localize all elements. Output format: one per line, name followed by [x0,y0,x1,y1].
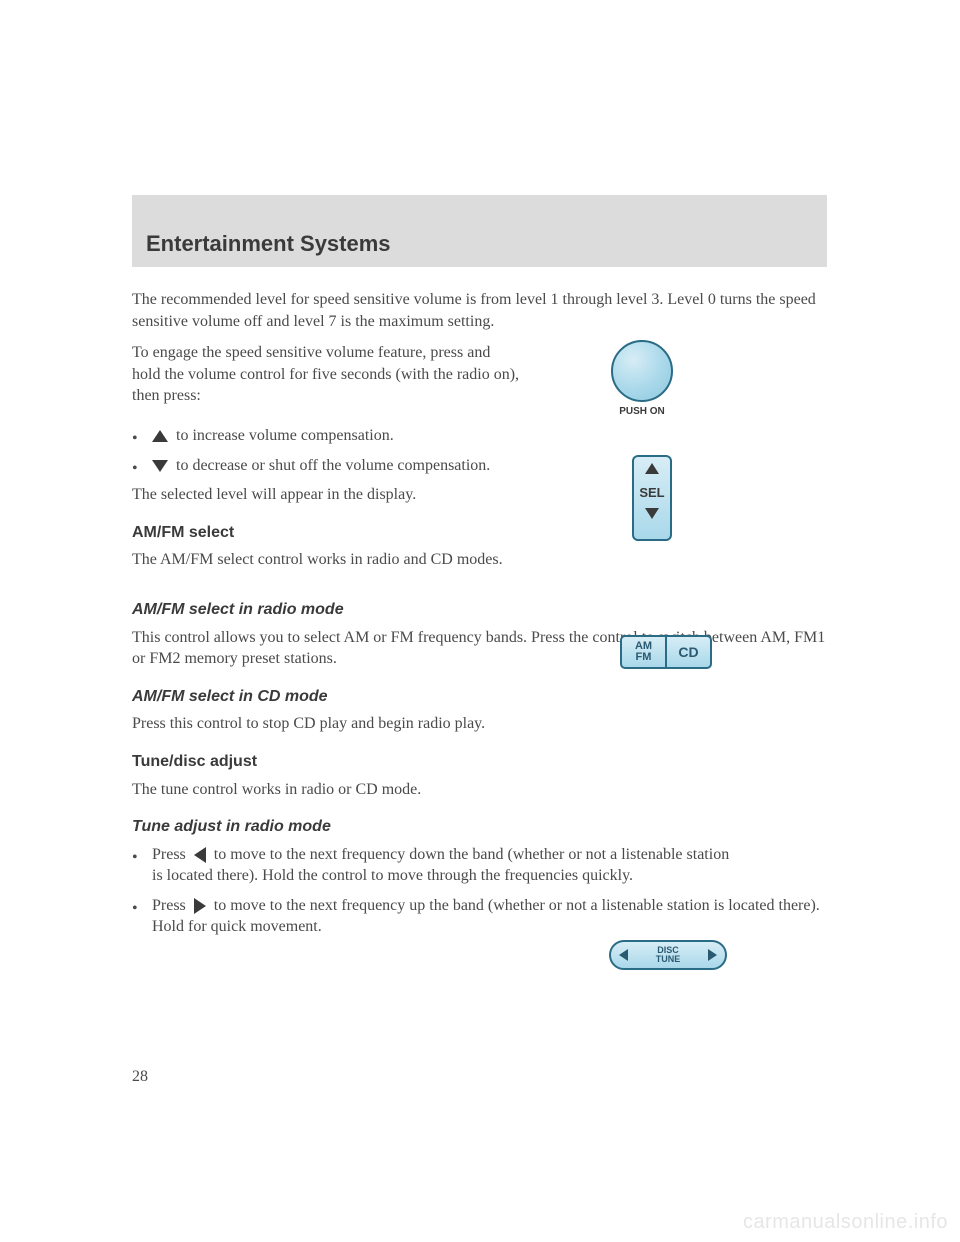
section-title: Entertainment Systems [146,231,391,257]
tune-right-text: to move to the next frequency up the ban… [152,897,820,936]
volume-knob-icon [611,340,673,402]
volume-knob-figure: PUSH ON [597,340,687,417]
tune-right-arrow-icon [708,949,717,961]
amfm-radio-text: This control allows you to select AM or … [132,627,827,670]
disc-tune-label: DISC TUNE [656,946,681,964]
fm-label: FM [636,652,652,663]
amfm-cd-text: Press this control to stop CD play and b… [132,713,827,735]
triangle-left-icon [194,847,206,863]
bullet-dot: • [132,458,138,480]
tune-right-bullet: • Press to move to the next frequency up… [132,895,827,938]
bullet-dot: • [132,898,138,920]
bullet-increase: • to increase volume compensation. [132,425,522,447]
bullet-increase-text: to increase volume compensation. [176,427,394,444]
triangle-down-icon [152,460,168,472]
sel-button-figure: SEL [632,455,672,541]
watermark: carmanualsonline.info [743,1211,948,1234]
tune-left-bullet: • Press to move to the next frequency do… [132,844,732,887]
bullet-decrease: • to decrease or shut off the volume com… [132,455,522,477]
amfm-text: The AM/FM select control works in radio … [132,549,522,571]
sel-down-icon [645,508,659,519]
body-content: The recommended level for speed sensitiv… [132,289,827,938]
section-header: Entertainment Systems [132,195,827,267]
tune-text: The tune control works in radio or CD mo… [132,779,827,801]
tune-right-prefix: Press [152,897,186,914]
tune-bullets: • Press to move to the next frequency do… [132,844,827,938]
engage-paragraph: To engage the speed sensitive volume fea… [132,342,522,407]
volume-bullets: • to increase volume compensation. • to … [132,425,522,476]
amfm-radio-heading: AM/FM select in radio mode [132,599,827,621]
amfm-cd-heading: AM/FM select in CD mode [132,686,827,708]
page-number: 28 [132,1068,148,1086]
bullet-decrease-text: to decrease or shut off the volume compe… [176,457,490,474]
bullet-dot: • [132,847,138,869]
sel-label: SEL [634,485,670,500]
bullet-dot: • [132,428,138,450]
triangle-up-icon [152,430,168,442]
amfm-cd-button-figure: AM FM CD [620,635,712,669]
tune-left-prefix: Press [152,846,186,863]
tune-left-arrow-icon [619,949,628,961]
intro-paragraph: The recommended level for speed sensitiv… [132,289,827,332]
amfm-heading: AM/FM select [132,522,827,544]
cd-label: CD [678,645,698,659]
cd-cell: CD [667,637,710,667]
disc-tune-button-figure: DISC TUNE [609,940,727,970]
tune-heading: Tune/disc adjust [132,751,827,773]
sel-up-icon [645,463,659,474]
amfm-cell: AM FM [622,637,665,667]
tune-radio-heading: Tune adjust in radio mode [132,816,827,838]
tune-left-text: to move to the next frequency down the b… [152,846,729,885]
after-bullets-paragraph: The selected level will appear in the di… [132,484,522,506]
volume-knob-label: PUSH ON [597,406,687,417]
tune-label: TUNE [656,954,681,964]
triangle-right-icon [194,898,206,914]
